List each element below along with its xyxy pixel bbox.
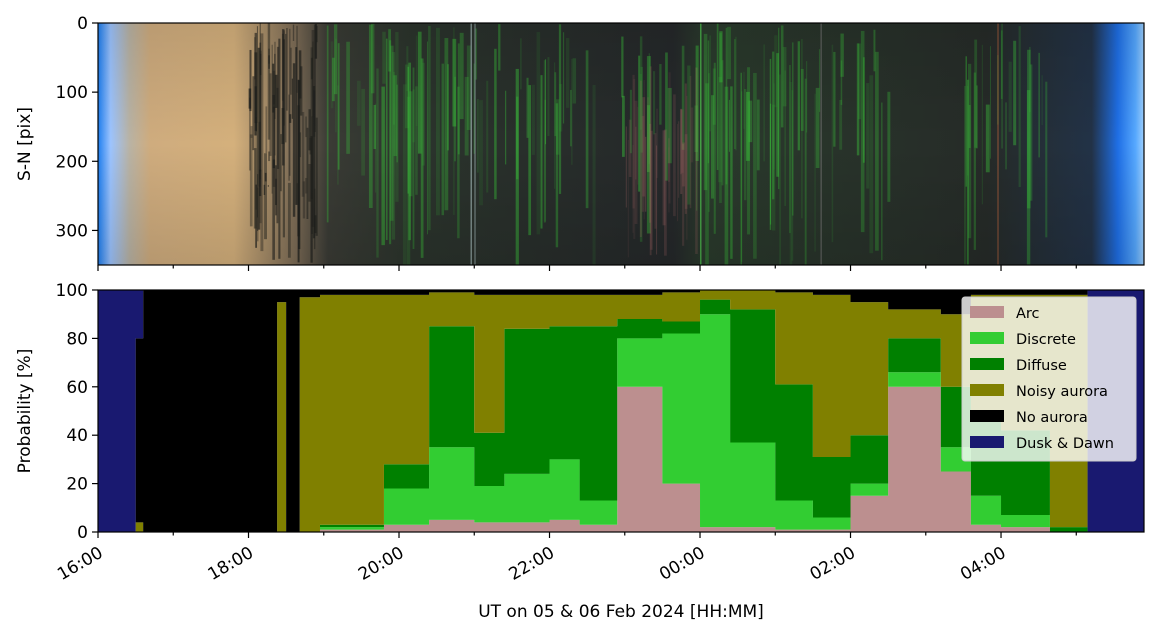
- legend-label: Dusk & Dawn: [1016, 436, 1114, 452]
- keogram-y-axis: 0 100 200 300: [56, 14, 98, 241]
- keogram-x-ticks: [97, 265, 1077, 271]
- probability-xtick-label: 00:00: [656, 543, 708, 585]
- keogram-shading: [98, 23, 1144, 265]
- legend-swatch: [970, 436, 1004, 448]
- legend-swatch: [970, 384, 1004, 396]
- legend-swatch: [970, 410, 1004, 422]
- keogram-ytick-label: 100: [56, 83, 88, 103]
- probability-panel: 0 20 40 60 80 100 16:00 18:00 20:00 22:00 00:00 02…: [15, 281, 1145, 622]
- probability-y-axis: 0 20 40 60 80 100: [56, 281, 98, 543]
- legend-label: Diffuse: [1016, 358, 1067, 374]
- legend: Arc Discrete Diffuse Noisy aurora No aurora D…: [961, 296, 1137, 462]
- probability-stacked-areas: [98, 290, 1144, 532]
- series-no-aurora-area: [98, 290, 1144, 532]
- probability-ytick-label: 40: [66, 426, 88, 446]
- legend-swatch: [970, 358, 1004, 370]
- probability-frame: [97, 289, 1145, 533]
- probability-xtick-label: 22:00: [506, 543, 558, 585]
- legend-swatch: [970, 332, 1004, 344]
- probability-x-axis: 16:00 18:00 20:00 22:00 00:00 02:00 04:00: [54, 532, 1077, 585]
- keogram-frame: [97, 22, 1145, 266]
- probability-xtick-label: 16:00: [54, 543, 106, 585]
- series-noisy-aurora-area: [98, 290, 1144, 532]
- legend-label: Discrete: [1016, 332, 1076, 348]
- keogram-ytick-label: 300: [56, 221, 88, 241]
- series-discrete-area: [98, 314, 1144, 532]
- probability-ytick-label: 100: [56, 281, 88, 301]
- keogram-ytick-label: 0: [77, 14, 88, 34]
- probability-ylabel: Probability [%]: [15, 349, 35, 474]
- legend-box: [961, 296, 1137, 462]
- probability-xlabel: UT on 05 & 06 Feb 2024 [HH:MM]: [478, 602, 764, 622]
- legend-label: Arc: [1016, 306, 1040, 322]
- legend-label: Noisy aurora: [1016, 384, 1108, 400]
- legend-label: No aurora: [1016, 410, 1088, 426]
- probability-xtick-label: 20:00: [355, 543, 407, 585]
- probability-xtick-label: 02:00: [807, 543, 859, 585]
- keogram-ylabel: S-N [pix]: [15, 107, 35, 181]
- probability-ytick-label: 0: [77, 523, 88, 543]
- probability-ytick-label: 80: [66, 329, 88, 349]
- keogram-panel: 0 100 200 300 S-N [pix]: [15, 14, 1145, 271]
- probability-ytick-label: 20: [66, 475, 88, 495]
- probability-xtick-label: 18:00: [205, 543, 257, 585]
- keogram-ytick-label: 200: [56, 152, 88, 172]
- probability-ytick-label: 60: [66, 378, 88, 398]
- series-diffuse-area: [98, 299, 1144, 532]
- legend-swatch: [970, 306, 1004, 318]
- probability-xtick-label: 04:00: [957, 543, 1009, 585]
